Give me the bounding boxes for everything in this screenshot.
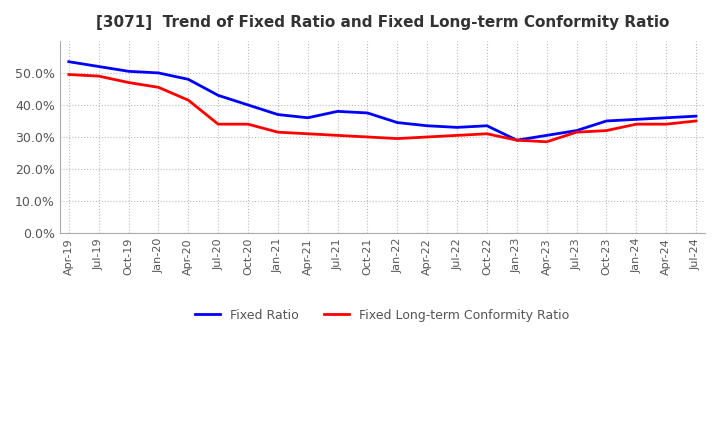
Fixed Long-term Conformity Ratio [572,129,581,135]
Fixed Long-term Conformity Ratio [513,138,521,143]
Fixed Long-term Conformity Ratio [214,121,222,127]
Fixed Ratio [333,109,342,114]
Fixed Ratio [632,117,641,122]
Fixed Ratio [482,123,491,128]
Fixed Long-term Conformity Ratio [303,131,312,136]
Fixed Long-term Conformity Ratio [154,84,163,90]
Fixed Long-term Conformity Ratio [243,121,252,127]
Fixed Long-term Conformity Ratio [333,133,342,138]
Fixed Long-term Conformity Ratio [363,134,372,139]
Fixed Ratio [423,123,431,128]
Fixed Long-term Conformity Ratio [482,131,491,136]
Fixed Ratio [184,77,193,82]
Title: [3071]  Trend of Fixed Ratio and Fixed Long-term Conformity Ratio: [3071] Trend of Fixed Ratio and Fixed Lo… [96,15,669,30]
Fixed Long-term Conformity Ratio [94,73,103,79]
Line: Fixed Long-term Conformity Ratio: Fixed Long-term Conformity Ratio [69,74,696,142]
Fixed Ratio [274,112,282,117]
Fixed Ratio [692,114,701,119]
Fixed Long-term Conformity Ratio [542,139,551,144]
Fixed Long-term Conformity Ratio [184,98,193,103]
Fixed Long-term Conformity Ratio [65,72,73,77]
Fixed Long-term Conformity Ratio [662,121,670,127]
Fixed Ratio [125,69,133,74]
Fixed Ratio [214,93,222,98]
Fixed Long-term Conformity Ratio [453,133,462,138]
Fixed Long-term Conformity Ratio [125,80,133,85]
Fixed Long-term Conformity Ratio [692,118,701,124]
Fixed Ratio [513,138,521,143]
Fixed Ratio [453,125,462,130]
Fixed Ratio [363,110,372,116]
Fixed Long-term Conformity Ratio [423,134,431,139]
Fixed Long-term Conformity Ratio [393,136,402,141]
Fixed Ratio [243,103,252,108]
Fixed Ratio [154,70,163,76]
Fixed Long-term Conformity Ratio [632,121,641,127]
Fixed Ratio [303,115,312,121]
Fixed Ratio [94,64,103,69]
Fixed Ratio [602,118,611,124]
Fixed Ratio [662,115,670,121]
Fixed Ratio [65,59,73,64]
Fixed Ratio [393,120,402,125]
Fixed Long-term Conformity Ratio [602,128,611,133]
Legend: Fixed Ratio, Fixed Long-term Conformity Ratio: Fixed Ratio, Fixed Long-term Conformity … [190,304,575,327]
Line: Fixed Ratio: Fixed Ratio [69,62,696,140]
Fixed Ratio [572,128,581,133]
Fixed Long-term Conformity Ratio [274,129,282,135]
Fixed Ratio [542,133,551,138]
